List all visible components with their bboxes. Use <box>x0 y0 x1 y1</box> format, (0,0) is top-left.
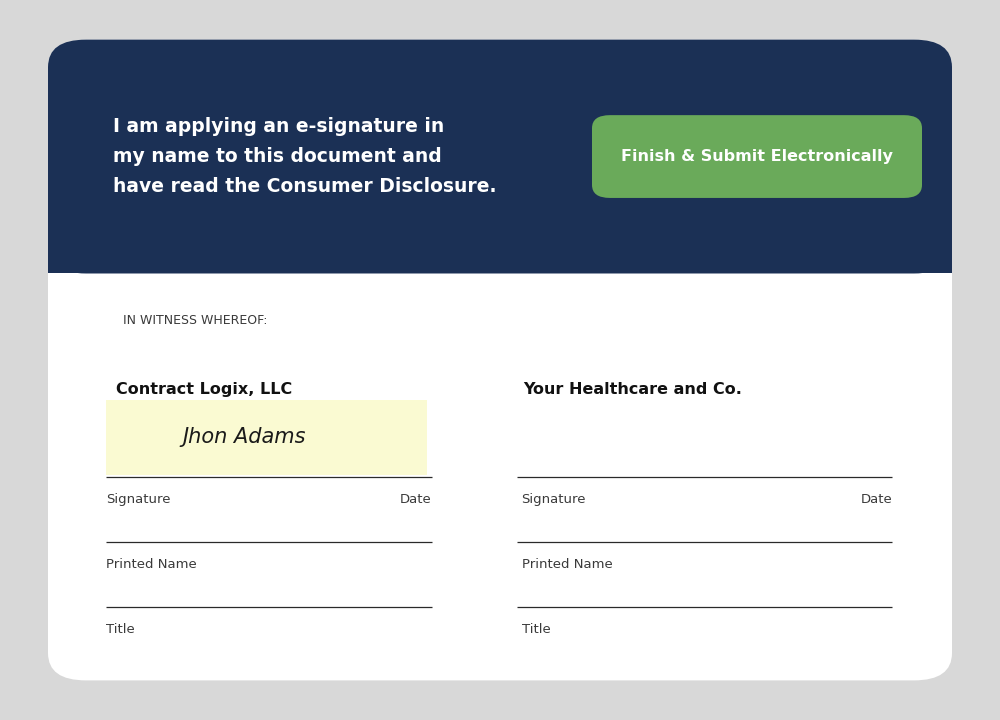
Text: Signature: Signature <box>106 492 170 506</box>
Text: I am applying an e-signature in
my name to this document and
have read the Consu: I am applying an e-signature in my name … <box>113 117 496 197</box>
Text: Your Healthcare and Co.: Your Healthcare and Co. <box>524 382 742 397</box>
Text: Contract Logix, LLC: Contract Logix, LLC <box>116 382 292 397</box>
Text: Signature: Signature <box>522 492 586 506</box>
Text: Date: Date <box>400 492 432 506</box>
FancyBboxPatch shape <box>592 115 922 198</box>
Bar <box>106 400 427 475</box>
FancyBboxPatch shape <box>48 40 952 274</box>
Text: Title: Title <box>522 623 550 636</box>
Text: IN WITNESS WHEREOF:: IN WITNESS WHEREOF: <box>123 314 268 327</box>
FancyBboxPatch shape <box>48 40 952 680</box>
Bar <box>48 156 952 274</box>
Text: Printed Name: Printed Name <box>106 558 197 571</box>
Text: Title: Title <box>106 623 135 636</box>
Text: Printed Name: Printed Name <box>522 558 612 571</box>
Text: Date: Date <box>860 492 892 506</box>
Text: Jhon Adams: Jhon Adams <box>182 427 306 447</box>
Text: Finish & Submit Electronically: Finish & Submit Electronically <box>621 149 893 164</box>
